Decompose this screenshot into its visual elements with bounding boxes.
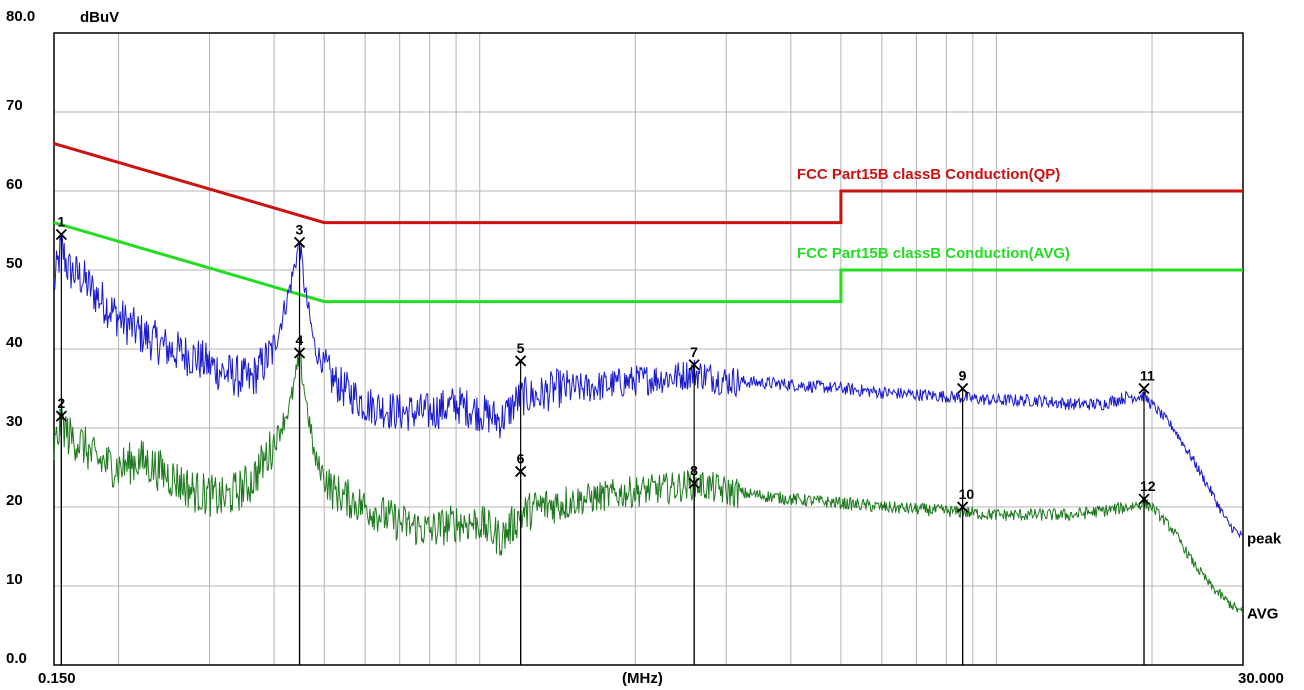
avg-limit-line [53, 221, 1243, 304]
data-series: peak AVG [53, 232, 1282, 623]
marker-x [55, 410, 67, 422]
marker-label: 12 [1140, 478, 1156, 494]
y-tick-label: 50 [6, 255, 23, 272]
y-tick-label: 20 [6, 492, 23, 509]
marker-label: 11 [1140, 368, 1155, 384]
marker-label: 1 [57, 213, 65, 229]
x-unit-label: (MHz) [622, 670, 663, 687]
marker-x [688, 359, 700, 371]
y-tick-label: 70 [6, 97, 23, 114]
y-tick-label: 80.0 [6, 8, 35, 25]
peak-series-label: peak [1247, 531, 1282, 548]
qp-limit-line [53, 142, 1243, 225]
y-tick-label: 30 [6, 413, 23, 430]
y-tick-label: 60 [6, 176, 23, 193]
limit-lines: FCC Part15B classB Conduction(QP) FCC Par… [53, 142, 1243, 304]
marker-x [515, 465, 527, 478]
marker-label: 6 [517, 450, 525, 466]
avg-limit-label: FCC Part15B classB Conduction(AVG) [797, 245, 1070, 262]
x-start-label: 0.150 [38, 670, 76, 687]
avg-trace [53, 346, 1244, 615]
marker-label: 3 [296, 221, 304, 237]
marker-label: 8 [690, 462, 698, 478]
x-end-label: 30.000 [1238, 670, 1284, 687]
marker-x [515, 355, 527, 367]
y-tick-labels: 80.0 70 60 50 40 30 20 10 0.0 [6, 8, 35, 667]
marker-x [1138, 493, 1150, 505]
y-unit-label: dBuV [80, 9, 119, 26]
marker-label: 2 [57, 395, 65, 411]
marker-x [293, 236, 306, 248]
marker-x [688, 477, 700, 489]
y-tick-label: 0.0 [6, 650, 27, 667]
marker-x [55, 228, 67, 241]
marker-x [956, 501, 969, 513]
y-tick-label: 10 [6, 571, 23, 588]
grid [54, 33, 1243, 665]
marker-label: 7 [690, 344, 698, 360]
marker-label: 5 [517, 340, 525, 356]
marker-label: 4 [296, 332, 304, 348]
marker-label: 9 [959, 368, 967, 384]
marker-x [956, 382, 969, 395]
marker-label: 10 [959, 486, 975, 502]
qp-limit-label: FCC Part15B classB Conduction(QP) [797, 166, 1060, 183]
marker-x [1138, 382, 1150, 395]
avg-series-label: AVG [1247, 606, 1278, 623]
marker-x [293, 347, 306, 359]
y-tick-label: 40 [6, 334, 23, 351]
plot-frame [53, 32, 1244, 666]
peak-trace [53, 232, 1244, 539]
